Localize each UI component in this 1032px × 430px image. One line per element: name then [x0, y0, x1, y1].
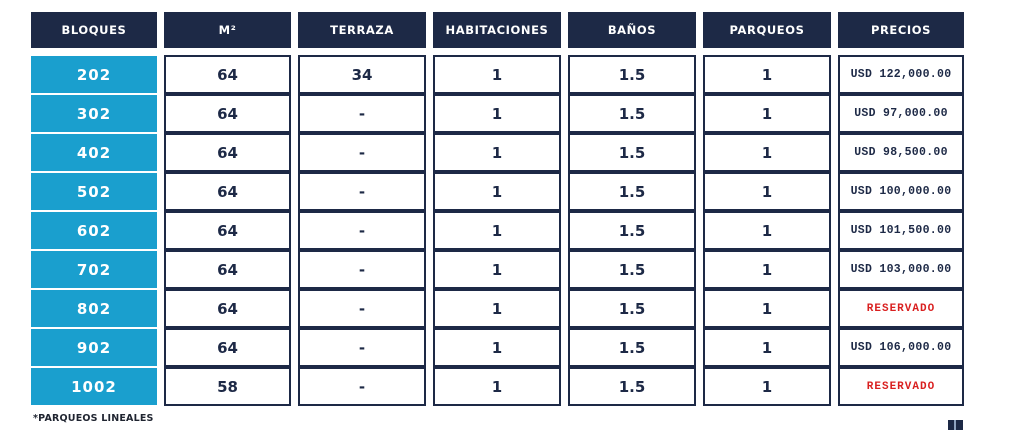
habitaciones-cell: 1 [433, 172, 561, 211]
column-header-habitaciones: HABITACIONES [433, 12, 561, 48]
m2-cell: 64 [164, 328, 291, 367]
m2-cell: 58 [164, 367, 291, 406]
column-header-banos: BAÑOS [568, 12, 696, 48]
pricing-table: BLOQUES M² TERRAZA HABITACIONES BAÑOS PA… [31, 12, 964, 406]
block-number-cell: 602 [31, 211, 157, 250]
habitaciones-cell: 1 [433, 250, 561, 289]
price-cell: USD 122,000.00 [838, 55, 964, 94]
banos-cell: 1.5 [568, 211, 696, 250]
price-cell: USD 97,000.00 [838, 94, 964, 133]
column-header-parqueos: PARQUEOS [703, 12, 831, 48]
price-cell: USD 100,000.00 [838, 172, 964, 211]
banos-cell: 1.5 [568, 367, 696, 406]
parqueos-cell: 1 [703, 211, 831, 250]
terraza-cell: - [298, 211, 426, 250]
banos-cell: 1.5 [568, 289, 696, 328]
price-cell: USD 98,500.00 [838, 133, 964, 172]
block-number-cell: 702 [31, 250, 157, 289]
terraza-cell: - [298, 367, 426, 406]
column-header-m2: M² [164, 12, 291, 48]
parqueos-cell: 1 [703, 250, 831, 289]
m2-cell: 64 [164, 133, 291, 172]
terraza-cell: - [298, 289, 426, 328]
terraza-cell: - [298, 328, 426, 367]
habitaciones-cell: 1 [433, 55, 561, 94]
column-header-terraza: TERRAZA [298, 12, 426, 48]
table-header-row: BLOQUES M² TERRAZA HABITACIONES BAÑOS PA… [31, 12, 964, 48]
parqueos-cell: 1 [703, 328, 831, 367]
price-cell: USD 106,000.00 [838, 328, 964, 367]
m2-cell: 64 [164, 94, 291, 133]
block-number-cell: 802 [31, 289, 157, 328]
terraza-cell: - [298, 133, 426, 172]
banos-cell: 1.5 [568, 250, 696, 289]
habitaciones-cell: 1 [433, 367, 561, 406]
m2-cell: 64 [164, 289, 291, 328]
terraza-cell: - [298, 94, 426, 133]
m2-cell: 64 [164, 172, 291, 211]
terraza-cell: - [298, 250, 426, 289]
block-number-cell: 1002 [31, 367, 157, 406]
block-number-cell: 902 [31, 328, 157, 367]
price-cell: USD 101,500.00 [838, 211, 964, 250]
price-cell: RESERVADO [838, 289, 964, 328]
block-number-cell: 202 [31, 55, 157, 94]
parqueos-cell: 1 [703, 172, 831, 211]
column-header-bloques: BLOQUES [31, 12, 157, 48]
m2-cell: 64 [164, 55, 291, 94]
banos-cell: 1.5 [568, 172, 696, 211]
logo-mark-icon [948, 420, 963, 430]
parqueos-cell: 1 [703, 289, 831, 328]
block-number-cell: 302 [31, 94, 157, 133]
column-header-precios: PRECIOS [838, 12, 964, 48]
m2-cell: 64 [164, 250, 291, 289]
table-body: 202 64 34 1 1.5 1 USD 122,000.00 302 64 … [31, 55, 964, 406]
block-number-cell: 502 [31, 172, 157, 211]
habitaciones-cell: 1 [433, 133, 561, 172]
price-cell: USD 103,000.00 [838, 250, 964, 289]
footnote-parqueos-lineales: *PARQUEOS LINEALES [33, 413, 154, 424]
parqueos-cell: 1 [703, 94, 831, 133]
habitaciones-cell: 1 [433, 94, 561, 133]
terraza-cell: 34 [298, 55, 426, 94]
habitaciones-cell: 1 [433, 328, 561, 367]
parqueos-cell: 1 [703, 55, 831, 94]
banos-cell: 1.5 [568, 328, 696, 367]
m2-cell: 64 [164, 211, 291, 250]
habitaciones-cell: 1 [433, 289, 561, 328]
habitaciones-cell: 1 [433, 211, 561, 250]
banos-cell: 1.5 [568, 94, 696, 133]
banos-cell: 1.5 [568, 55, 696, 94]
block-number-cell: 402 [31, 133, 157, 172]
price-cell: RESERVADO [838, 367, 964, 406]
terraza-cell: - [298, 172, 426, 211]
banos-cell: 1.5 [568, 133, 696, 172]
parqueos-cell: 1 [703, 367, 831, 406]
parqueos-cell: 1 [703, 133, 831, 172]
